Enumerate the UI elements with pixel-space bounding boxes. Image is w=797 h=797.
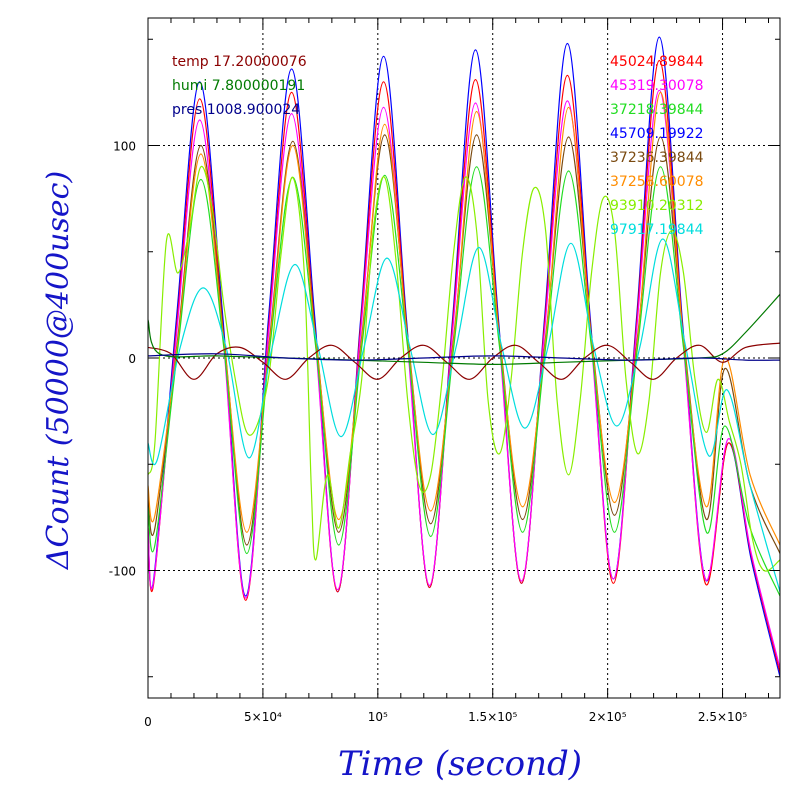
y-axis-title: ΔCount (50000@400usec) [41, 171, 76, 570]
x-tick-label: 0 [144, 715, 152, 729]
legend-entry: 37236.39844 [610, 150, 704, 166]
legend-right: 45024.89844 45319.30078 37218.39844 45709.1… [610, 54, 704, 238]
y-tick-label: 100 [113, 140, 136, 154]
legend-left: temp 17.20000076 humi 7.800000191 pres 100… [172, 54, 307, 118]
legend-entry: 45319.30078 [610, 78, 704, 94]
y-tick-label: -100 [109, 565, 136, 579]
series-line-37218-39844 [148, 166, 780, 597]
legend-entry: 45709.19922 [610, 126, 704, 142]
legend-entry: 37258.60078 [610, 174, 704, 190]
series-line-97917-19844 [148, 238, 780, 592]
legend-entry: 93910.20312 [610, 198, 704, 214]
grid-lines [148, 18, 780, 698]
series-line-pres-1008-900024 [148, 353, 780, 361]
legend-entry: 37218.39844 [610, 102, 704, 118]
legend-entry: 97917.19844 [610, 222, 704, 238]
x-tick-label: 10⁵ [368, 710, 388, 724]
x-tick-label: 1.5×10⁵ [468, 710, 517, 724]
x-tick-label: 2×10⁵ [589, 710, 627, 724]
series-line-93910-20312 [148, 166, 780, 572]
series-layer [148, 36, 780, 677]
legend-entry: humi 7.800000191 [172, 78, 305, 94]
x-tick-label: 5×10⁴ [244, 710, 282, 724]
x-axis-title: Time (second) [338, 744, 582, 784]
x-tick-label: 2.5×10⁵ [698, 710, 747, 724]
legend-entry: pres 1008.900024 [172, 102, 300, 118]
legend-entry: 45024.89844 [610, 54, 704, 70]
series-line-37258-60078 [148, 91, 780, 546]
series-line-temp-17-20000076 [148, 342, 780, 380]
y-tick-label: 0 [128, 352, 136, 366]
axis-ticks: 0 5×10⁴ 10⁵ 1.5×10⁵ 2×10⁵ 2.5×10⁵ 100 0 -100 [109, 18, 780, 729]
legend-entry: temp 17.20000076 [172, 54, 307, 70]
series-line-humi-7-800000191 [148, 293, 780, 366]
